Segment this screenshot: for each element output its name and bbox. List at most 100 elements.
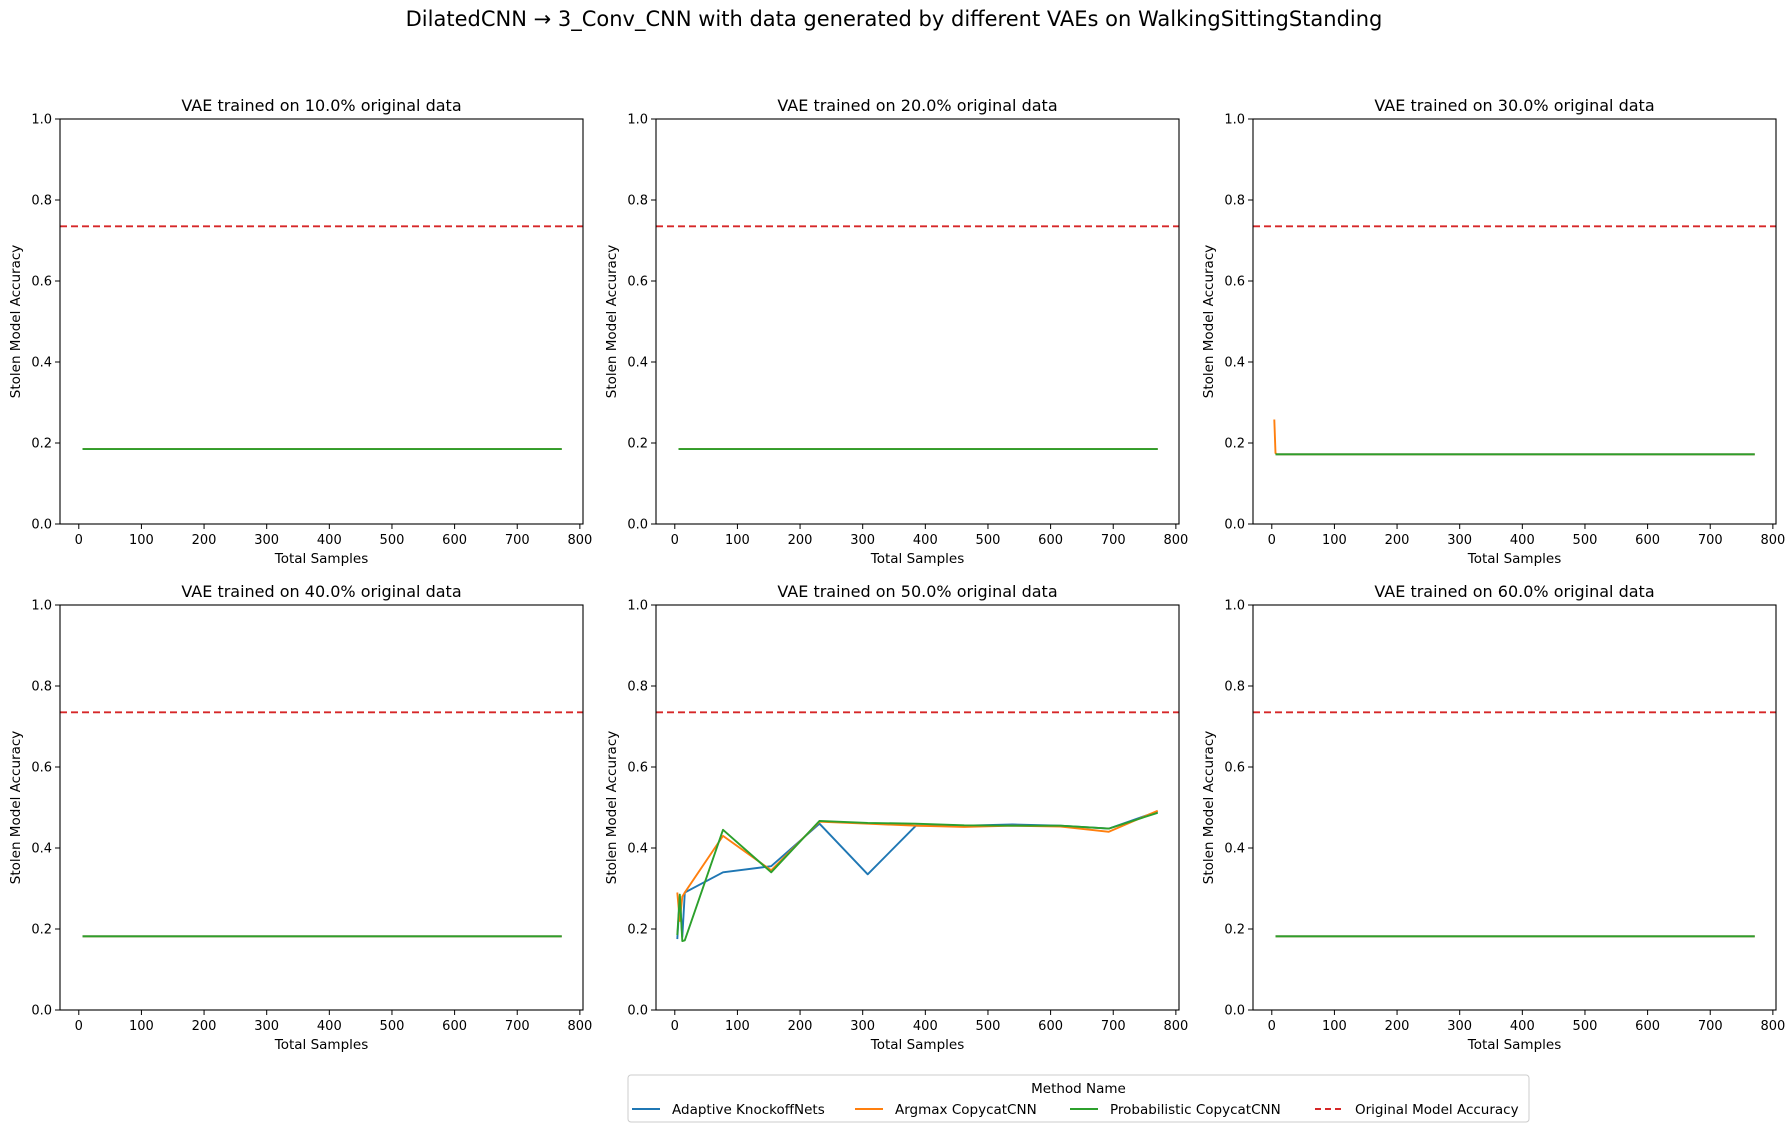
y-tick-label: 0.6 [627, 275, 648, 290]
y-axis-label: Stolen Model Accuracy [8, 731, 24, 884]
x-tick-label: 0 [75, 533, 83, 548]
y-axis-label: Stolen Model Accuracy [1201, 245, 1217, 398]
x-tick-label: 800 [1163, 533, 1188, 548]
x-tick-label: 800 [1760, 1019, 1785, 1034]
y-tick-label: 0.6 [627, 761, 648, 776]
y-tick-label: 0.0 [31, 1004, 52, 1019]
y-tick-label: 0.2 [31, 923, 52, 938]
panel-title: VAE trained on 50.0% original data [777, 582, 1057, 601]
x-tick-label: 300 [254, 1019, 279, 1034]
y-tick-label: 0.8 [1224, 680, 1245, 695]
x-tick-label: 200 [1385, 533, 1410, 548]
y-axis-label: Stolen Model Accuracy [604, 245, 620, 398]
chart-panels: VAE trained on 10.0% original data 0 100 20… [8, 96, 1785, 1053]
x-axis-label: Total Samples [870, 551, 964, 567]
x-tick-label: 100 [1322, 1019, 1347, 1034]
y-tick-label: 1.0 [31, 113, 52, 128]
x-tick-label: 500 [380, 1019, 405, 1034]
y-tick-label: 0.4 [31, 356, 52, 371]
x-tick-label: 500 [380, 533, 405, 548]
panel-4: VAE trained on 40.0% original data 0 100 20… [8, 582, 592, 1053]
x-axis-label: Total Samples [1467, 1037, 1561, 1053]
x-tick-label: 400 [317, 1019, 342, 1034]
series-line-argmax-copycatcnn [1273, 419, 1755, 456]
y-tick-label: 0.8 [31, 680, 52, 695]
y-tick-label: 1.0 [627, 113, 648, 128]
legend-label-original-model-accuracy: Original Model Accuracy [1355, 1102, 1519, 1118]
panel-title: VAE trained on 30.0% original data [1374, 96, 1654, 115]
x-tick-label: 400 [317, 533, 342, 548]
y-axis-label: Stolen Model Accuracy [8, 245, 24, 398]
panel-2: VAE trained on 20.0% original data 0 100 20… [604, 96, 1188, 567]
y-tick-label: 0.8 [1224, 194, 1245, 209]
x-tick-label: 700 [1698, 1019, 1723, 1034]
x-tick-label: 100 [1322, 533, 1347, 548]
plot-frame [655, 118, 1180, 525]
x-tick-label: 400 [913, 1019, 938, 1034]
plot-frame [1252, 118, 1777, 525]
y-tick-label: 0.4 [627, 842, 648, 857]
y-tick-label: 0.8 [627, 194, 648, 209]
y-tick-label: 0.4 [31, 842, 52, 857]
y-axis-label: Stolen Model Accuracy [604, 731, 620, 884]
x-tick-label: 700 [505, 533, 530, 548]
x-tick-label: 200 [192, 533, 217, 548]
x-tick-label: 800 [1760, 533, 1785, 548]
figure-title: DilatedCNN → 3_Conv_CNN with data genera… [406, 7, 1383, 32]
panel-1: VAE trained on 10.0% original data 0 100 20… [8, 96, 592, 567]
panel-5: VAE trained on 50.0% original data 0 100 20… [604, 582, 1188, 1053]
panel-title: VAE trained on 40.0% original data [181, 582, 461, 601]
x-tick-label: 600 [1635, 1019, 1660, 1034]
x-tick-label: 600 [1635, 533, 1660, 548]
y-tick-label: 0.6 [31, 275, 52, 290]
y-tick-label: 1.0 [1224, 599, 1245, 614]
y-tick-label: 0.8 [31, 194, 52, 209]
x-tick-label: 0 [671, 1019, 679, 1034]
panel-title: VAE trained on 20.0% original data [777, 96, 1057, 115]
x-tick-label: 600 [1038, 533, 1063, 548]
x-tick-label: 600 [1038, 1019, 1063, 1034]
y-axis-label: Stolen Model Accuracy [1201, 731, 1217, 884]
y-tick-label: 0.4 [1224, 842, 1245, 857]
x-axis-label: Total Samples [1467, 551, 1561, 567]
y-tick-label: 1.0 [627, 599, 648, 614]
legend-frame [627, 1074, 1530, 1123]
x-tick-label: 300 [1447, 1019, 1472, 1034]
legend-title: Method Name [1031, 1081, 1126, 1097]
x-tick-label: 200 [1385, 1019, 1410, 1034]
x-tick-label: 0 [671, 533, 679, 548]
plot-frame [59, 604, 584, 1011]
x-tick-label: 300 [850, 533, 875, 548]
x-tick-label: 500 [1573, 1019, 1598, 1034]
x-axis-label: Total Samples [274, 551, 368, 567]
y-tick-label: 0.2 [31, 437, 52, 452]
x-tick-label: 700 [1101, 1019, 1126, 1034]
plot-frame [655, 604, 1180, 1011]
x-tick-label: 0 [1268, 533, 1276, 548]
x-tick-label: 300 [1447, 533, 1472, 548]
y-tick-label: 0.2 [1224, 923, 1245, 938]
series-line-adaptive-knockoffnets [676, 810, 1159, 940]
x-tick-label: 300 [254, 533, 279, 548]
x-tick-label: 600 [442, 1019, 467, 1034]
y-tick-label: 0.8 [627, 680, 648, 695]
x-tick-label: 500 [976, 1019, 1001, 1034]
x-tick-label: 600 [442, 533, 467, 548]
y-tick-label: 0.2 [1224, 437, 1245, 452]
x-tick-label: 800 [1163, 1019, 1188, 1034]
y-tick-label: 0.0 [1224, 518, 1245, 533]
x-tick-label: 100 [725, 1019, 750, 1034]
x-tick-label: 500 [976, 533, 1001, 548]
x-tick-label: 100 [725, 533, 750, 548]
y-tick-label: 0.0 [627, 1004, 648, 1019]
x-tick-label: 200 [788, 1019, 813, 1034]
x-tick-label: 100 [129, 533, 154, 548]
y-tick-label: 0.0 [31, 518, 52, 533]
x-tick-label: 0 [1268, 1019, 1276, 1034]
x-tick-label: 700 [1101, 533, 1126, 548]
x-tick-label: 400 [1510, 533, 1535, 548]
plot-frame [1252, 604, 1777, 1011]
x-tick-label: 800 [567, 1019, 592, 1034]
x-tick-label: 400 [1510, 1019, 1535, 1034]
